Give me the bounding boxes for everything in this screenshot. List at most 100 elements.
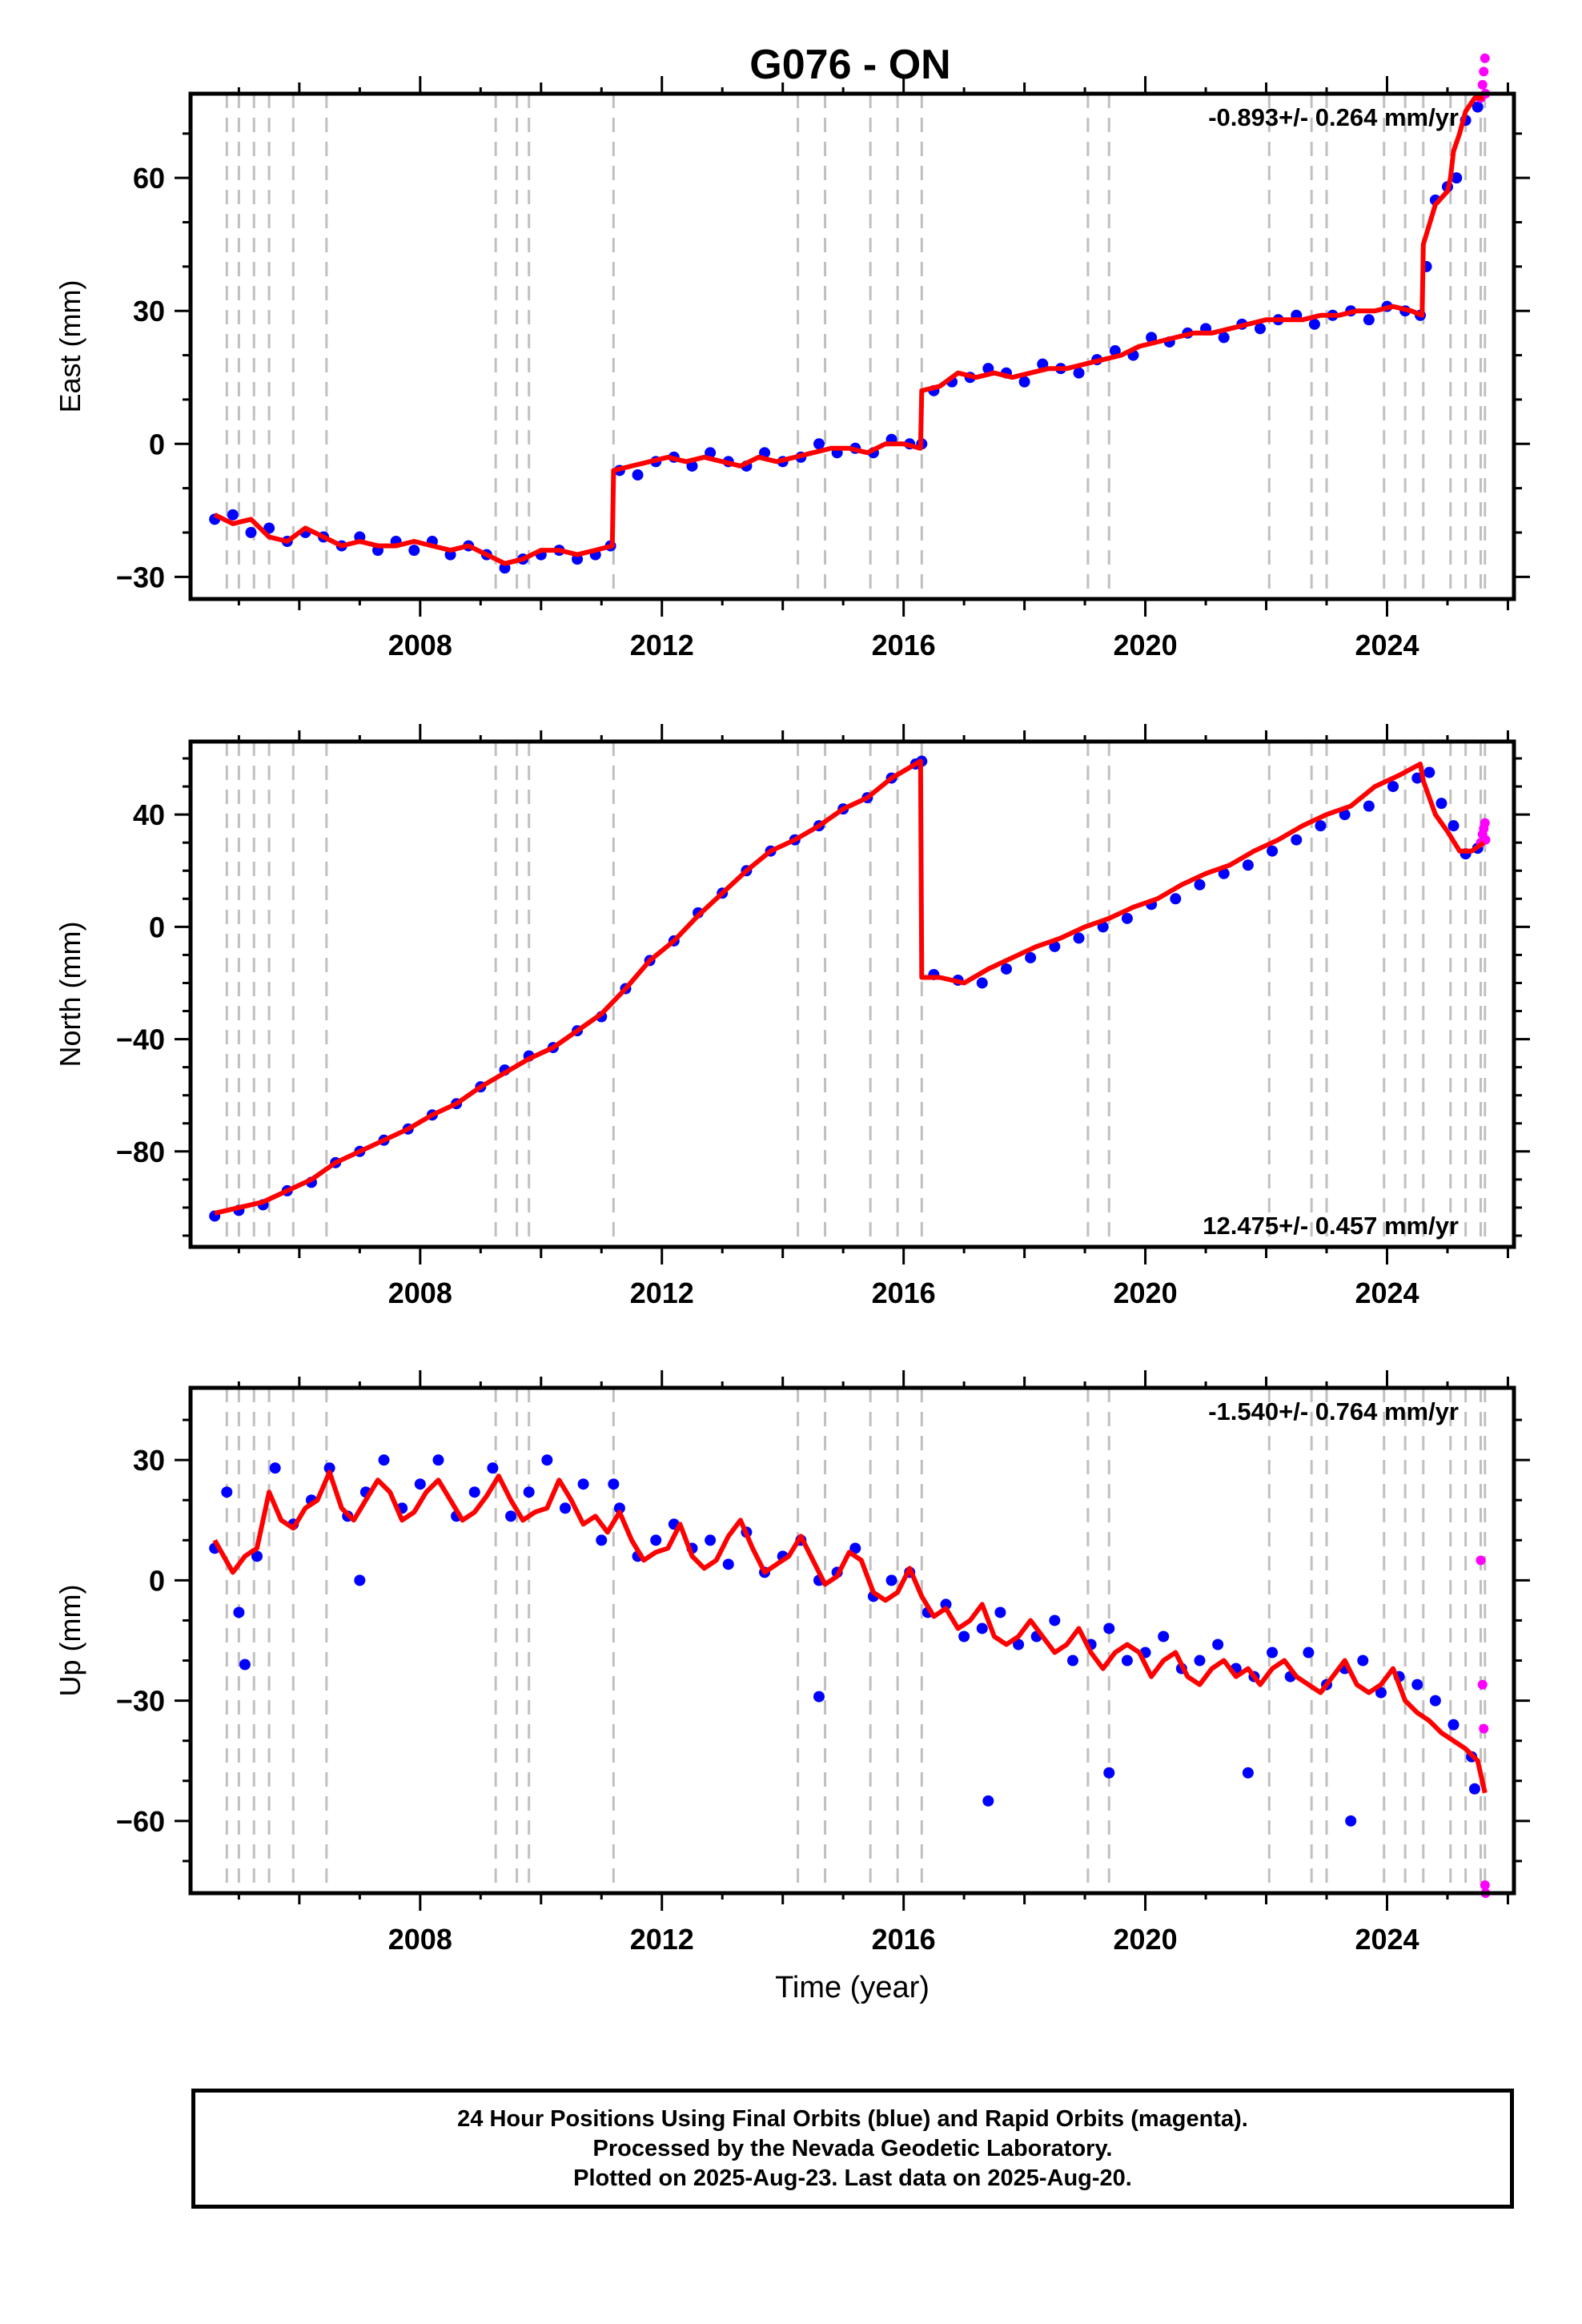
- up-rapid-point: [1479, 1723, 1489, 1734]
- east-final-point: [408, 545, 420, 557]
- up-y-tick-label: 30: [133, 1444, 165, 1477]
- up-y-tick-label: −60: [116, 1805, 165, 1838]
- north-y-tick-label: −40: [116, 1023, 165, 1056]
- north-rapid-point: [1480, 818, 1490, 828]
- up-final-point: [722, 1558, 734, 1570]
- east-y-tick-label: 0: [149, 428, 165, 460]
- east-y-tick-label: 60: [133, 162, 165, 195]
- up-final-point: [354, 1574, 366, 1586]
- up-final-point: [650, 1534, 662, 1546]
- up-final-point: [976, 1622, 988, 1634]
- north-final-point: [1387, 781, 1399, 793]
- up-final-point: [1447, 1719, 1460, 1731]
- footer-line-3: Plotted on 2025-Aug-23. Last data on 202…: [573, 2165, 1132, 2191]
- up-y-tick-label: 0: [149, 1564, 165, 1597]
- up-final-point: [432, 1454, 444, 1466]
- up-final-point: [1103, 1767, 1115, 1779]
- up-final-point: [251, 1550, 263, 1562]
- east-model-line: [213, 95, 1484, 566]
- north-model-line: [214, 758, 1486, 1216]
- east-final-point: [1472, 101, 1484, 113]
- up-x-axis-label: Time (year): [775, 1971, 930, 2004]
- footer-box: 24 Hour Positions Using Final Orbits (bl…: [191, 2089, 1514, 2209]
- east-rapid-point: [1477, 79, 1488, 90]
- up-x-tick-label: 2024: [1355, 1923, 1419, 1956]
- north-frame: [188, 739, 1516, 1249]
- up-y-axis-label: Up (mm): [54, 1585, 86, 1697]
- east-final-point: [1218, 332, 1230, 344]
- up-final-point: [1468, 1783, 1480, 1795]
- up-final-point: [378, 1454, 390, 1466]
- east-final-point: [245, 526, 257, 538]
- footer-line-1: 24 Hour Positions Using Final Orbits (bl…: [457, 2105, 1248, 2132]
- north-x-tick-label: 2012: [630, 1277, 694, 1309]
- up-final-point: [1103, 1622, 1115, 1634]
- east-rapid-point: [1479, 66, 1489, 77]
- north-x-tick-label: 2008: [388, 1277, 452, 1309]
- up-final-point: [1158, 1630, 1170, 1642]
- north-final-point: [1097, 921, 1109, 933]
- north-final-point: [1315, 820, 1327, 832]
- up-final-point: [1429, 1695, 1441, 1707]
- up-final-point: [323, 1462, 335, 1474]
- north-y-tick-label: 0: [149, 911, 165, 943]
- up-rapid-point: [1476, 1555, 1486, 1566]
- north-final-point: [1423, 766, 1435, 778]
- north-final-point: [1194, 879, 1206, 891]
- east-final-point: [1363, 314, 1375, 326]
- north-final-point: [976, 977, 988, 989]
- up-final-point: [613, 1502, 625, 1514]
- up-final-point: [239, 1659, 251, 1671]
- up-final-point: [577, 1478, 589, 1490]
- up-final-point: [1049, 1614, 1061, 1626]
- up-final-point: [414, 1478, 426, 1490]
- east-x-tick-label: 2024: [1355, 629, 1419, 661]
- up-final-point: [1357, 1655, 1369, 1667]
- north-final-point: [1218, 867, 1230, 879]
- north-x-tick-label: 2016: [872, 1277, 936, 1309]
- east-y-axis-label: East (mm): [54, 280, 86, 413]
- up-final-point: [1303, 1647, 1315, 1659]
- north-final-point: [1447, 820, 1460, 832]
- east-x-tick-label: 2012: [630, 629, 694, 661]
- north-final-point: [1121, 912, 1133, 924]
- up-rapid-point: [1477, 1679, 1488, 1690]
- up-panel: 2008 2012 2016 2020 2024 −60 −30 0 30 Up (mm) Time…: [54, 1370, 1530, 2004]
- north-final-point: [1267, 845, 1279, 857]
- up-final-point: [1121, 1655, 1133, 1667]
- up-final-point: [1013, 1638, 1025, 1651]
- up-final-point: [958, 1630, 970, 1642]
- up-final-point: [982, 1795, 994, 1807]
- up-y-tick-label: −30: [116, 1685, 165, 1718]
- east-y-tick-label: 30: [133, 295, 165, 328]
- up-final-point: [1411, 1679, 1423, 1691]
- east-final-point: [1451, 172, 1463, 184]
- north-y-axis-label: North (mm): [54, 922, 86, 1068]
- east-x-tick-label: 2016: [872, 629, 936, 661]
- up-final-point: [940, 1598, 952, 1610]
- north-final-point: [1363, 800, 1375, 812]
- up-final-point: [523, 1486, 535, 1498]
- north-rate-annotation: 12.475+/- 0.457 mm/yr: [1203, 1212, 1459, 1240]
- east-final-point: [632, 469, 644, 481]
- north-panel: 2008 2012 2016 2020 2024 −80 −40 0 40 North (mm) 1…: [54, 724, 1530, 1309]
- up-final-point: [559, 1502, 571, 1514]
- east-final-point: [1018, 376, 1030, 388]
- east-frame: [188, 91, 1516, 601]
- east-final-point: [227, 509, 239, 521]
- up-x-tick-label: 2012: [630, 1923, 694, 1956]
- north-x-tick-label: 2024: [1355, 1277, 1419, 1309]
- east-rapid-point: [1480, 53, 1490, 63]
- footer-line-2: Processed by the Nevada Geodetic Laborat…: [592, 2135, 1113, 2161]
- east-rate-annotation: -0.893+/- 0.264 mm/yr: [1208, 103, 1459, 131]
- up-final-point: [1267, 1647, 1279, 1659]
- north-final-point: [1339, 809, 1351, 821]
- up-x-tick-label: 2020: [1114, 1923, 1178, 1956]
- east-x-tick-label: 2020: [1114, 629, 1178, 661]
- up-final-point: [994, 1606, 1006, 1618]
- up-final-point: [1212, 1638, 1224, 1651]
- north-final-point: [1242, 859, 1254, 871]
- up-rapid-point: [1480, 1880, 1490, 1890]
- up-final-point: [269, 1462, 281, 1474]
